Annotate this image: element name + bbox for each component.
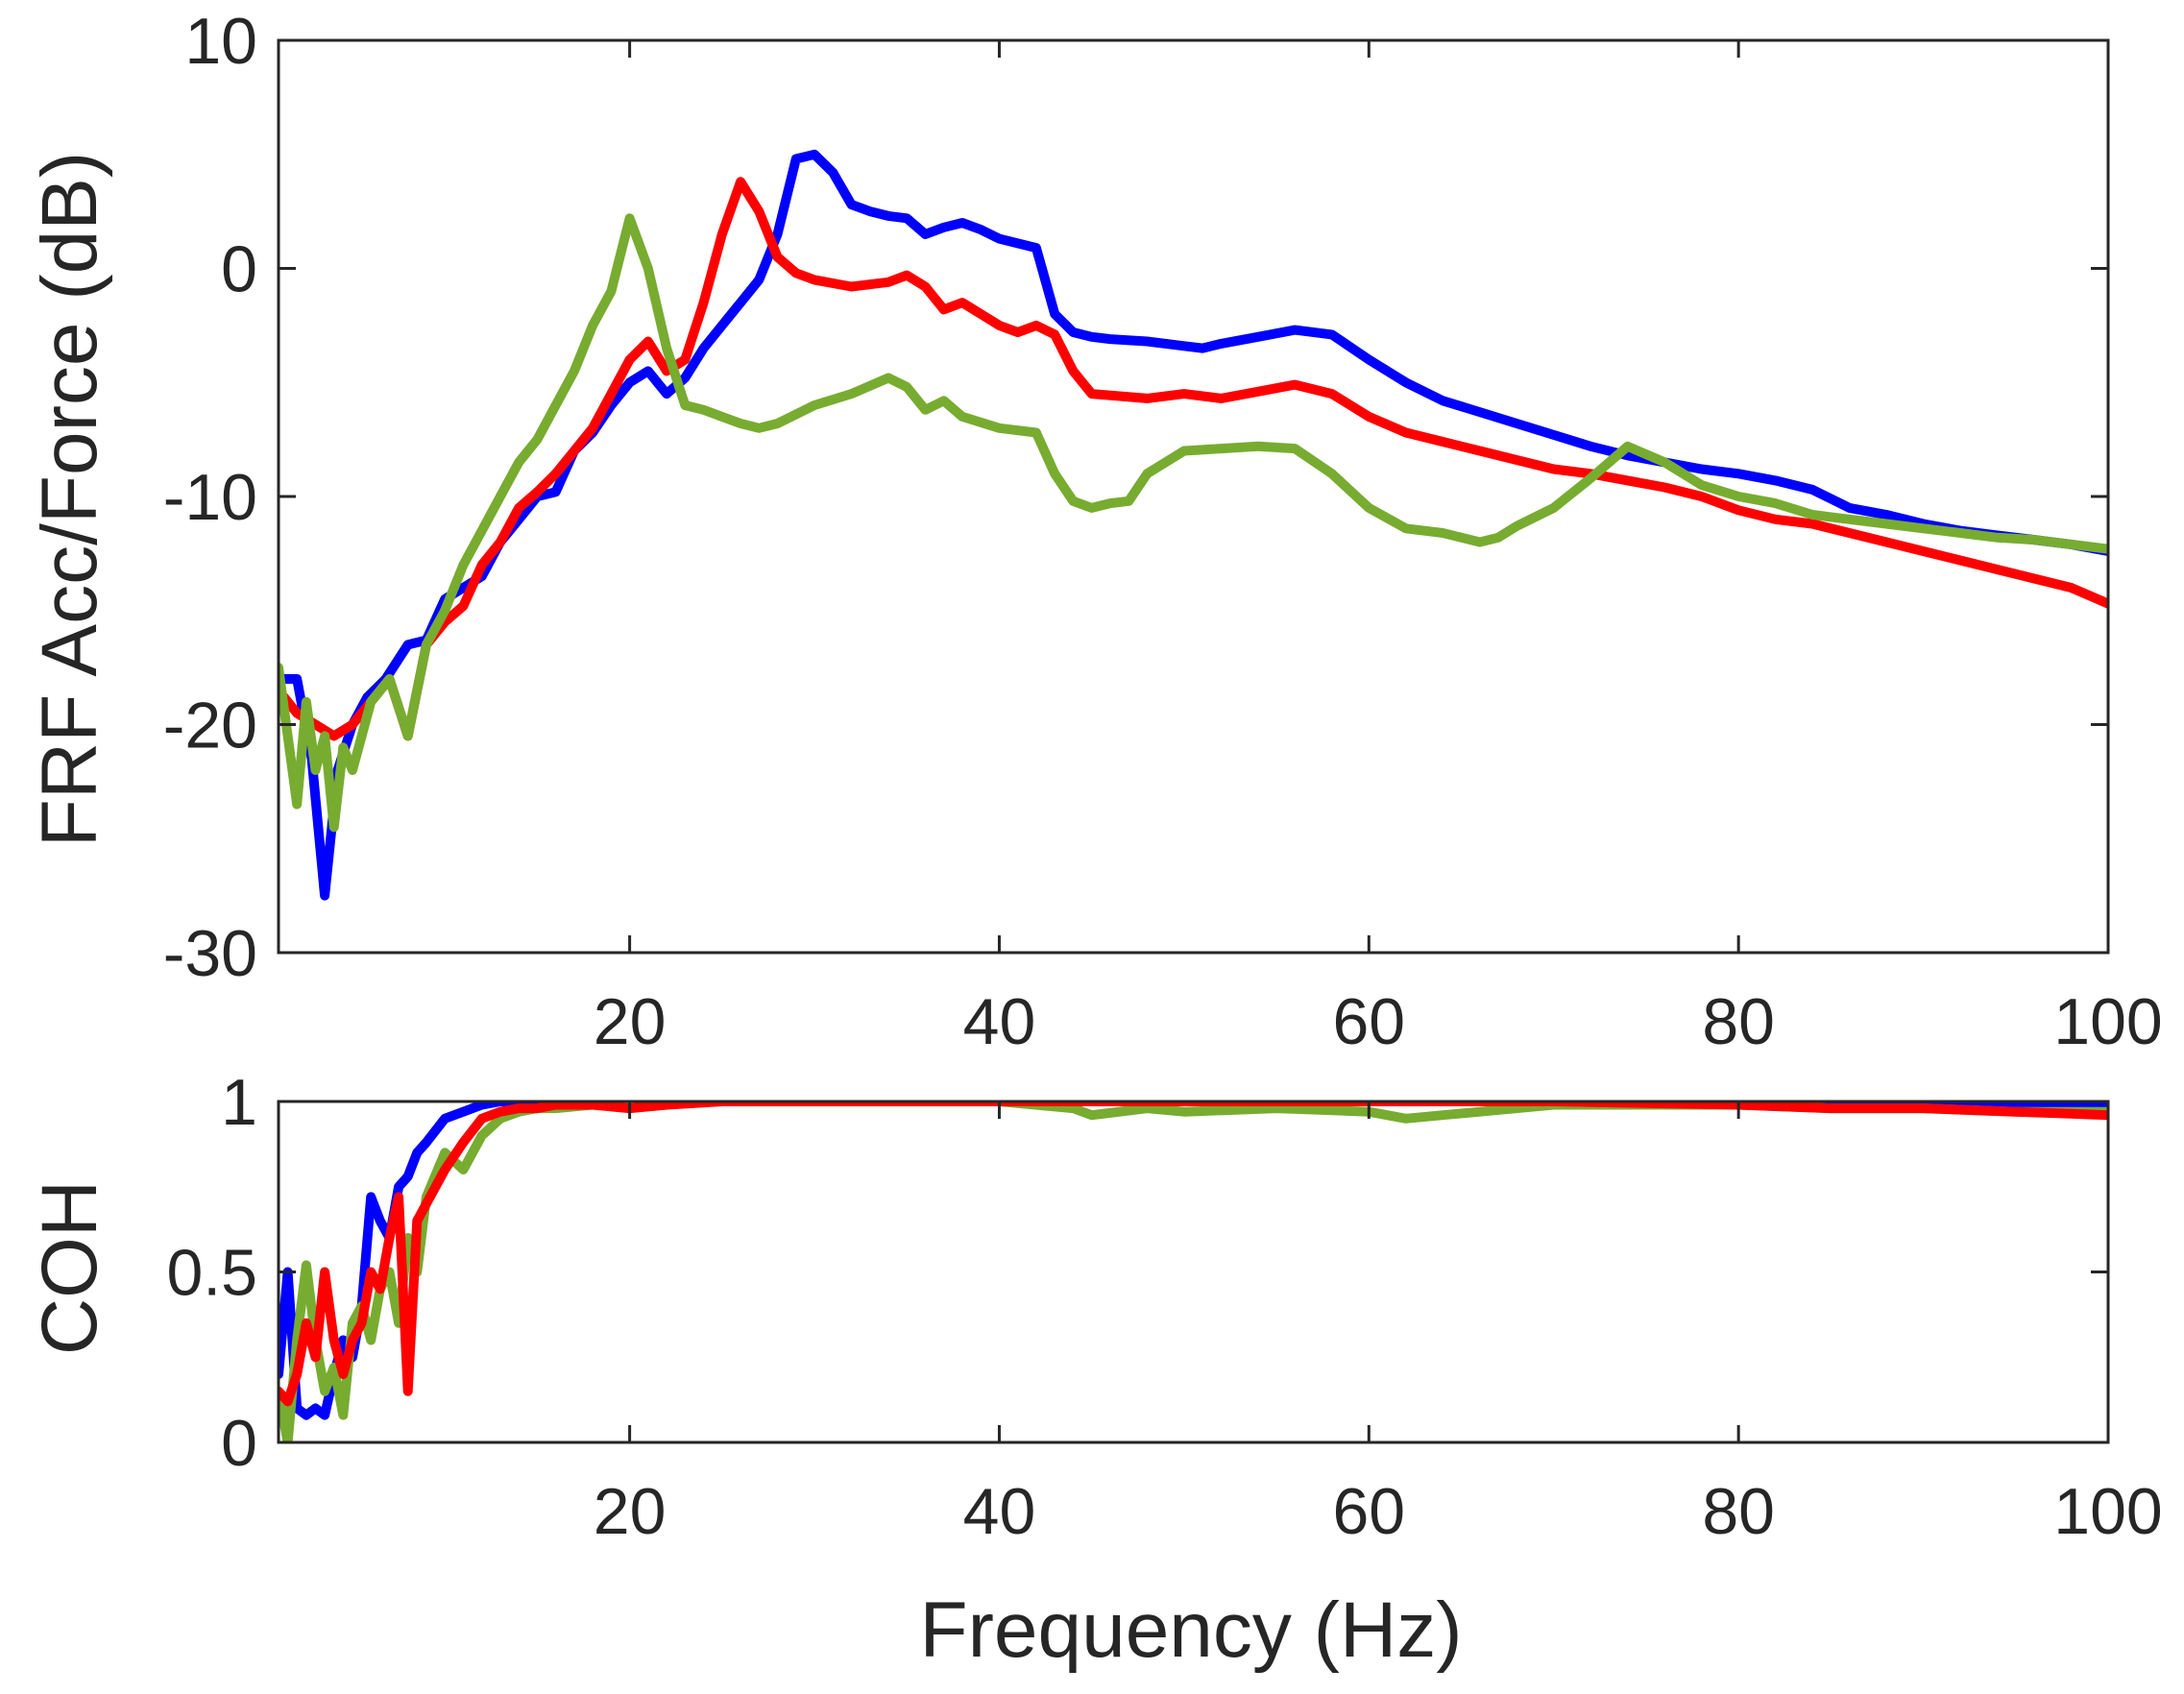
x-axis-title: Frequency (Hz) [919,1586,1462,1674]
coh-x-tick-label: 20 [594,1475,667,1548]
frf-x-tick-label: 80 [1702,985,1775,1058]
frf-x-tick-label: 100 [2053,985,2162,1058]
coh-y-tick-label: 0 [221,1407,257,1480]
coh-y-tick-label: 0.5 [166,1237,257,1310]
frf-y-tick-label: -20 [163,690,257,762]
frf-y-tick-label: -10 [163,461,257,534]
coh-y-axis-title: COH [26,1180,113,1355]
coh-axes-frame [277,1100,2110,1444]
coh-x-tick-label: 60 [1332,1475,1405,1548]
frf-series-red-line [279,177,2108,741]
frf-series-green-line [279,213,2108,833]
frf-x-tick-label: 40 [963,985,1036,1058]
coh-x-tick-label: 80 [1702,1475,1775,1548]
frf-y-tick-label: 0 [221,233,257,306]
coh-y-tick-label: 1 [221,1066,257,1139]
frf-x-tick-label: 20 [594,985,667,1058]
coh-series-blue-line [279,1101,2108,1420]
coh-x-tick-label: 40 [963,1475,1036,1548]
coh-x-tick-label: 100 [2053,1475,2162,1548]
frf-y-tick-label: 10 [184,5,257,78]
frf-panel: FRF Acc/Force (dB) 20 40 60 80 100 -30 -20 -10 0… [26,5,2163,1058]
frf-x-tick-label: 60 [1332,985,1405,1058]
frf-y-axis-title: FRF Acc/Force (dB) [26,152,113,847]
frf-y-tick-label: -30 [163,917,257,990]
coh-series-green-line [279,1101,2108,1442]
coh-panel: COH Frequency (Hz) 20 40 60 80 100 0 0.5 1 [26,1066,2163,1674]
coh-series-red-line [279,1101,2108,1407]
